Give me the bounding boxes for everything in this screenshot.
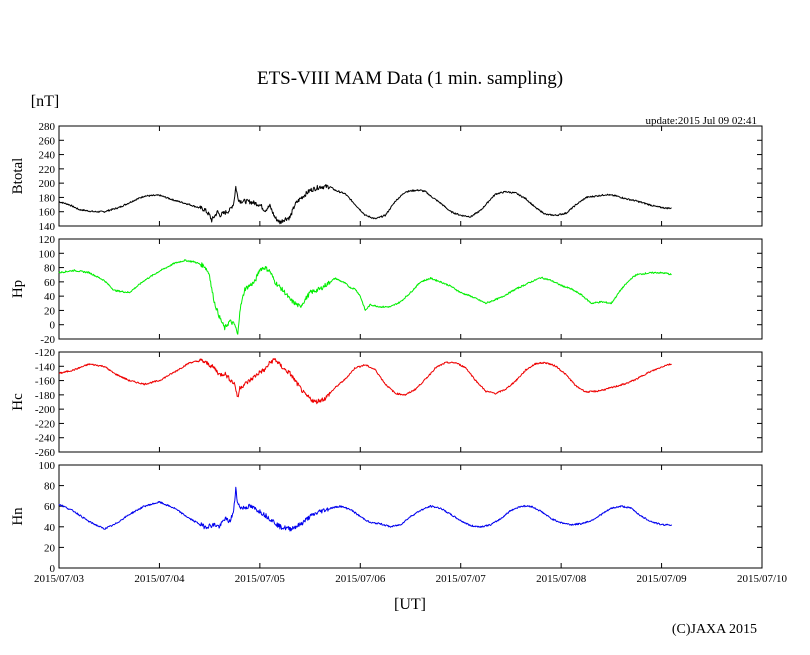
y-tick-label: 220 <box>39 164 56 176</box>
y-tick-label: 280 <box>39 121 56 133</box>
y-tick-label: 80 <box>44 263 56 275</box>
x-tick-label: 2015/07/07 <box>436 573 487 585</box>
x-tick-label: 2015/07/09 <box>637 573 688 585</box>
series-line-hn <box>58 486 673 532</box>
y-tick-label: 100 <box>39 248 56 260</box>
panel-frame <box>58 238 763 340</box>
series-line-btotal <box>58 184 672 225</box>
x-tick-label: 2015/07/08 <box>536 573 587 585</box>
x-tick-label: 2015/07/03 <box>34 573 85 585</box>
y-tick-label: 200 <box>39 178 56 190</box>
y-tick-label: 20 <box>44 542 56 554</box>
panel-hc: -120 -140 -160 -180 -200 -220 -240 -260 Hc <box>10 347 763 459</box>
x-tick-label: 2015/07/06 <box>335 573 386 585</box>
panel-label: Hn <box>10 507 26 526</box>
y-tick-label: 160 <box>39 207 56 219</box>
y-tick-label: 240 <box>39 150 56 162</box>
x-tick-label: 2015/07/04 <box>134 573 185 585</box>
y-tick-label: 40 <box>44 522 56 534</box>
series-line-hp <box>58 259 672 335</box>
series-line-hc <box>58 357 672 405</box>
panel-frame <box>58 125 763 227</box>
y-tick-label: -120 <box>35 347 56 359</box>
y-tick-label: -20 <box>40 334 55 346</box>
y-tick-label: -220 <box>35 418 56 430</box>
x-tick-label: 2015/07/10 <box>737 573 788 585</box>
y-tick-label: 60 <box>44 501 56 513</box>
panel-label: Btotal <box>10 158 26 195</box>
panel-label: Hp <box>10 280 26 298</box>
panel-label: Hc <box>10 393 26 411</box>
y-tick-label: 100 <box>39 460 56 472</box>
y-tick-label: 140 <box>39 221 56 233</box>
panel-hp: 120 100 80 60 40 20 0 -20 Hp <box>10 234 763 346</box>
y-tick-label: -160 <box>35 376 56 388</box>
y-tick-label: -180 <box>35 390 56 402</box>
panel-hn: 100 80 60 40 20 0 Hn <box>10 460 763 575</box>
y-tick-label: 180 <box>39 192 56 204</box>
y-tick-label: 60 <box>44 277 56 289</box>
panel-btotal: 280 260 240 220 200 180 160 140 Btotal <box>10 121 763 233</box>
y-tick-label: 80 <box>44 481 56 493</box>
update-timestamp: update:2015 Jul 09 02:41 <box>645 115 757 127</box>
y-tick-label: 40 <box>44 291 56 303</box>
y-tick-label: 120 <box>39 234 56 246</box>
panel-frame <box>58 464 763 569</box>
y-tick-label: -240 <box>35 433 56 445</box>
x-axis-label: [UT] <box>394 596 426 613</box>
y-tick-label: 20 <box>44 305 56 317</box>
y-tick-label: 260 <box>39 135 56 147</box>
copyright-text: (C)JAXA 2015 <box>672 622 757 637</box>
y-tick-label: -140 <box>35 361 56 373</box>
panels-group: 280260240220200180160140Btotal1201008060… <box>10 121 763 575</box>
y-tick-label: -200 <box>35 404 56 416</box>
y-tick-label: 0 <box>50 563 56 575</box>
y-tick-label: -260 <box>35 447 56 459</box>
y-tick-label: 0 <box>50 320 56 332</box>
x-tick-label: 2015/07/05 <box>235 573 286 585</box>
panel-frame <box>58 351 763 453</box>
x-axis: 2015/07/03 2015/07/04 2015/07/05 2015/07/06… <box>34 573 788 585</box>
y-unit-label: [nT] <box>31 93 59 110</box>
chart-title: ETS-VIII MAM Data (1 min. sampling) <box>257 68 563 89</box>
